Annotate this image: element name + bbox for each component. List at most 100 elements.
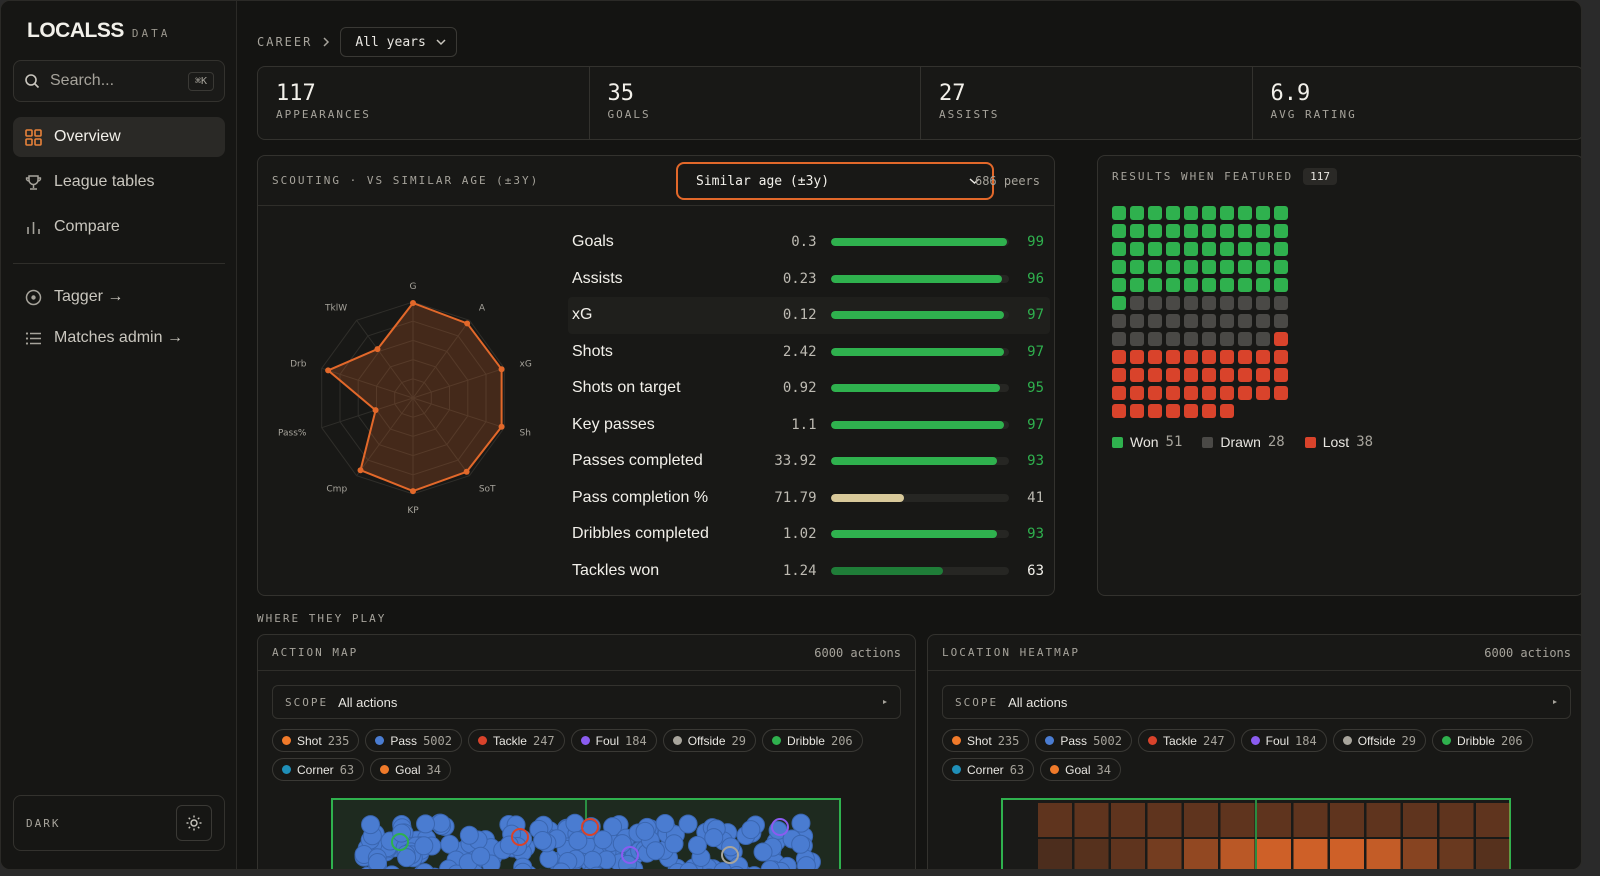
filter-chip-foul[interactable]: Foul 184	[570, 729, 657, 752]
peer-count: 686 peers	[974, 173, 1040, 188]
scouting-card: SCOUTING · VS SIMILAR AGE (±3Y) Similar …	[257, 155, 1055, 596]
filter-chip-corner[interactable]: Corner 63	[942, 758, 1035, 781]
action-marker	[729, 866, 744, 869]
filter-chip-foul[interactable]: Foul 184	[1240, 729, 1327, 752]
metric-row[interactable]: Shots 2.42 97	[568, 334, 1050, 371]
action-marker	[705, 868, 713, 869]
result-cell-lost	[1202, 368, 1216, 382]
action-marker	[552, 862, 571, 869]
theme-panel: DARK	[13, 795, 225, 851]
metric-row[interactable]: xG 0.12 97	[568, 297, 1050, 334]
action-marker	[391, 833, 409, 851]
filter-chip-offside[interactable]: Offside 29	[1332, 729, 1426, 752]
sidebar-item-league-tables[interactable]: League tables	[13, 162, 225, 202]
heatmap-cell	[1403, 803, 1437, 837]
metric-row[interactable]: Goals 0.3 99	[568, 224, 1050, 261]
radar-point	[372, 407, 379, 414]
metric-row[interactable]: Pass completion % 71.79 41	[568, 480, 1050, 517]
heatmap-scope-select[interactable]: SCOPE All actions	[942, 685, 1571, 719]
breadcrumb: CAREER All years	[257, 27, 457, 57]
metric-percentile: 96	[1027, 270, 1045, 287]
filter-chip-pass[interactable]: Pass 5002	[365, 729, 462, 752]
chip-count: 206	[1500, 733, 1523, 748]
action-marker	[511, 828, 529, 846]
career-stats: 117 APPEARANCES 35 GOALS 27 ASSISTS 6.9 …	[257, 66, 1581, 140]
sidebar-item-matches-admin[interactable]: Matches admin →	[13, 318, 225, 358]
result-cell-lost	[1130, 386, 1144, 400]
chip-label: Tackle	[492, 733, 527, 748]
search-input[interactable]: Search... ⌘K	[13, 60, 225, 102]
metric-row[interactable]: Assists 0.23 96	[568, 261, 1050, 298]
action-marker	[687, 835, 707, 855]
result-cell-lost	[1166, 368, 1180, 382]
legend-won: Won 51	[1112, 434, 1182, 450]
filter-chip-offside[interactable]: Offside 29	[662, 729, 756, 752]
result-cell-lost	[1256, 350, 1270, 364]
filter-chip-corner[interactable]: Corner 63	[272, 758, 365, 781]
result-cell-lost	[1274, 332, 1288, 346]
result-cell-won	[1256, 260, 1270, 274]
filter-chip-shot[interactable]: Shot 235	[272, 729, 360, 752]
brand-logo[interactable]: LOCALSS DATA	[27, 19, 170, 43]
radar-spoke	[356, 320, 414, 399]
filter-chip-tackle[interactable]: Tackle 247	[1137, 729, 1235, 752]
result-cell-drawn	[1256, 314, 1270, 328]
action-marker	[414, 836, 434, 856]
sidebar-item-compare[interactable]: Compare	[13, 207, 225, 247]
legend-lost: Lost 38	[1304, 434, 1373, 450]
action-map-pitch	[331, 798, 841, 869]
result-cell-won	[1166, 206, 1180, 220]
heatmap-cell	[1111, 839, 1145, 869]
metric-value: 1.1	[791, 416, 817, 433]
theme-toggle-button[interactable]	[176, 805, 212, 841]
percentile-bar	[830, 493, 1010, 502]
metric-row[interactable]: Passes completed 33.92 93	[568, 443, 1050, 480]
result-cell-won	[1148, 278, 1162, 292]
color-dot	[282, 736, 291, 745]
year-range-value: All years	[355, 34, 426, 50]
metric-percentile: 93	[1027, 453, 1045, 470]
filter-chip-pass[interactable]: Pass 5002	[1035, 729, 1132, 752]
sidebar-item-overview[interactable]: Overview	[13, 117, 225, 157]
section-where-they-play: WHERE THEY PLAY	[257, 612, 387, 625]
radar-spoke	[356, 397, 414, 476]
chip-label: Dribble	[1456, 733, 1495, 748]
action-marker	[791, 813, 811, 833]
heatmap-cell	[1330, 839, 1364, 869]
filter-chip-dribble[interactable]: Dribble 206	[1431, 729, 1533, 752]
result-cell-won	[1256, 224, 1270, 238]
result-cell-won	[1112, 242, 1126, 256]
filter-chip-tackle[interactable]: Tackle 247	[467, 729, 565, 752]
heatmap-cell	[1147, 839, 1182, 869]
filter-chip-goal[interactable]: Goal 34	[370, 758, 451, 781]
brand-name: LOCALSS	[27, 19, 124, 42]
radar-spoke	[321, 367, 414, 399]
action-marker	[565, 813, 585, 833]
result-cell-drawn	[1130, 332, 1144, 346]
result-cell-lost	[1112, 368, 1126, 382]
metric-row[interactable]: Dribbles completed 1.02 93	[568, 516, 1050, 553]
sidebar-item-tagger[interactable]: Tagger →	[13, 277, 225, 317]
peer-group-select[interactable]: Similar age (±3y)	[676, 162, 994, 200]
metric-row[interactable]: Key passes 1.1 97	[568, 407, 1050, 444]
year-range-select[interactable]: All years	[340, 27, 457, 57]
filter-chip-dribble[interactable]: Dribble 206	[761, 729, 863, 752]
metric-row[interactable]: Tackles won 1.24 63	[568, 553, 1050, 590]
metric-percentile: 97	[1027, 416, 1045, 433]
filter-chip-goal[interactable]: Goal 34	[1040, 758, 1121, 781]
action-marker	[741, 820, 761, 840]
bar-chart-icon	[27, 221, 40, 234]
heatmap-count: 6000 actions	[1484, 645, 1571, 660]
color-dot	[1147, 736, 1157, 745]
metric-name: Shots	[572, 342, 613, 360]
metric-name: xG	[572, 306, 593, 324]
metric-row[interactable]: Shots on target 0.92 95	[568, 370, 1050, 407]
filter-chip-shot[interactable]: Shot 235	[942, 729, 1030, 752]
action-map-scope-select[interactable]: SCOPE All actions	[272, 685, 901, 719]
result-cell-drawn	[1166, 314, 1180, 328]
result-cell-won	[1202, 224, 1216, 238]
percentile-bar	[830, 274, 1010, 283]
action-marker	[747, 866, 762, 869]
heatmap-cell	[1293, 839, 1328, 869]
radar-axis-label: TklW	[324, 303, 347, 313]
